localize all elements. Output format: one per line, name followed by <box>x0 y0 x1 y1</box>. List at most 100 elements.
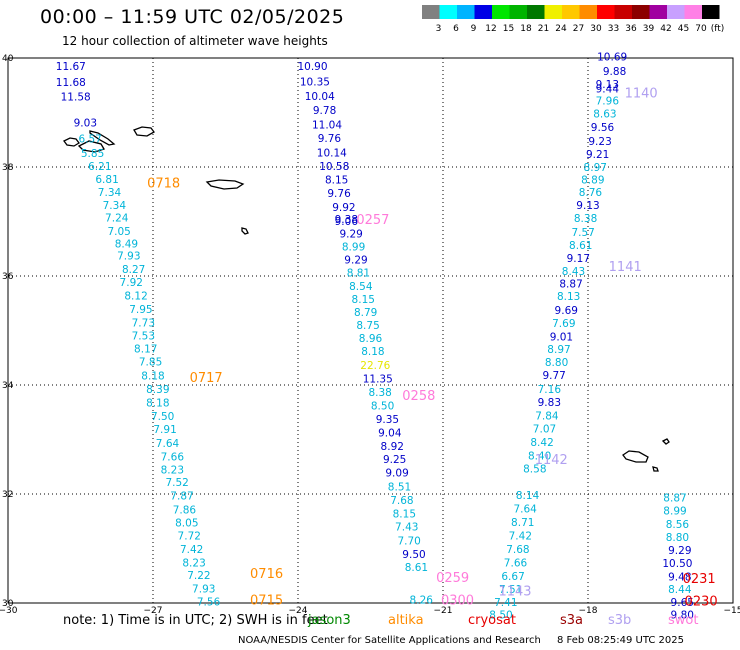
wave-height-value: 7.05 <box>107 226 130 238</box>
color-swatch <box>702 5 720 19</box>
wave-height-value: 8.05 <box>175 517 198 529</box>
wave-height-value: 7.95 <box>129 304 152 316</box>
wave-height-value: 9.56 <box>591 122 615 134</box>
wave-height-value: 8.15 <box>325 175 348 187</box>
x-tick-label: −21 <box>434 606 453 616</box>
legend-note: note: 1) Time is in UTC; 2) SWH is in fe… <box>63 613 328 628</box>
y-tick-label: 30 <box>2 599 14 609</box>
wave-height-value: 8.81 <box>347 268 370 280</box>
page-subtitle: 12 hour collection of altimeter wave hei… <box>62 34 328 48</box>
wave-height-value: 7.53 <box>132 330 155 342</box>
color-swatch-label: 3 <box>436 24 442 34</box>
wave-height-value: 8.96 <box>359 333 383 345</box>
island-outline <box>89 130 116 146</box>
wave-height-value: 9.76 <box>318 133 342 145</box>
color-swatch <box>544 5 562 19</box>
pass-time-label: 0300 <box>441 594 474 609</box>
wave-height-value: 8.97 <box>547 344 570 356</box>
footer-timestamp: 8 Feb 08:25:49 UTC 2025 <box>557 635 684 646</box>
color-swatch-label: 42 <box>660 24 671 34</box>
wave-height-value: 11.35 <box>363 373 393 385</box>
x-tick-label: −30 <box>0 606 18 616</box>
wave-height-value: 10.58 <box>319 161 349 173</box>
wave-height-value: 8.89 <box>581 175 604 187</box>
wave-height-value: 8.17 <box>134 343 157 355</box>
wave-height-value: 8.51 <box>388 481 411 493</box>
wave-height-value: 9.29 <box>344 255 367 267</box>
color-swatch <box>527 5 545 19</box>
track-sentinel-3b: 10.90 10.35 10.04 9.78 11.04 9.76 10.14 10.58 8.… <box>297 61 433 607</box>
wave-height-value: 7.70 <box>397 535 420 547</box>
wave-height-value: 7.93 <box>117 250 140 262</box>
wave-height-value: 9.77 <box>542 370 565 382</box>
wave-height-value: 9.38 <box>335 214 358 226</box>
x-tick-label: −24 <box>289 606 308 616</box>
wave-height-value: 8.80 <box>666 532 689 544</box>
wave-height-value: 11.04 <box>312 119 342 131</box>
color-swatch-label: 33 <box>608 24 619 34</box>
color-swatch <box>439 5 457 19</box>
wave-height-value: 7.96 <box>596 96 620 108</box>
wave-height-value: 7.43 <box>395 522 418 534</box>
wave-height-value: 9.35 <box>376 414 399 426</box>
wave-height-value: 7.24 <box>105 213 129 225</box>
wave-height-value: 7.93 <box>192 583 215 595</box>
wave-height-value: 8.18 <box>146 397 169 409</box>
wave-height-value: 8.61 <box>569 240 592 252</box>
wave-height-value: 9.88 <box>603 66 626 78</box>
wave-height-value: 7.42 <box>180 544 203 556</box>
wave-height-value: 8.71 <box>511 517 534 529</box>
color-swatch-label: 30 <box>590 24 602 34</box>
wave-height-value: 9.21 <box>586 149 609 161</box>
wave-height-value: 8.14 <box>516 490 540 502</box>
color-scale-legend: 3 6 9 12 15 18 21 24 27 30 33 36 39 42 45 70 (ft) <box>422 5 724 34</box>
wave-height-value: 7.85 <box>139 357 162 369</box>
track-sentinel-3b-east: 10.699.889.139.447.968.639.569.239.218.9… <box>489 51 627 621</box>
pass-time-label: 0718 <box>147 176 180 191</box>
wave-height-value: 9.23 <box>588 136 611 148</box>
wave-height-value: 9.92 <box>332 202 355 214</box>
wave-height-value: 7.34 <box>98 187 122 199</box>
pass-time-label: 0716 <box>250 567 283 582</box>
wave-height-value: 7.50 <box>151 411 174 423</box>
wave-height-value: 9.17 <box>567 253 590 265</box>
wave-height-value: 8.76 <box>579 187 603 199</box>
wave-height-value: 8.38 <box>574 213 597 225</box>
track-jason: 11.6711.6811.589.036.575.856.216.817.347… <box>56 61 221 608</box>
color-swatch-label: 24 <box>555 24 567 34</box>
wave-height-value: 7.68 <box>506 544 529 556</box>
wave-height-value: 9.13 <box>596 79 619 91</box>
wave-height-value: 9.78 <box>313 105 336 117</box>
satellite-legend-cryosat: cryosat <box>468 613 516 628</box>
wave-height-value: 7.16 <box>538 384 562 396</box>
wave-height-value: 7.86 <box>173 504 197 516</box>
wave-height-value: 11.58 <box>61 92 91 104</box>
wave-height-value: 7.68 <box>390 495 413 507</box>
wave-height-value: 8.87 <box>559 279 582 291</box>
wave-height-value: 8.50 <box>489 609 512 621</box>
satellite-legend-jason3: jason3 <box>308 613 351 628</box>
wave-height-value: 7.34 <box>103 200 127 212</box>
color-swatch-label: 45 <box>678 24 689 34</box>
island-outline <box>241 227 249 235</box>
pass-time-label: 1142 <box>535 453 568 468</box>
wave-height-value: 10.90 <box>297 61 327 73</box>
color-swatch-label: 6 <box>453 24 459 34</box>
wave-height-value: 9.29 <box>668 545 691 557</box>
color-swatch <box>649 5 667 19</box>
wave-height-value: 9.03 <box>74 117 97 129</box>
island-outline <box>652 466 659 472</box>
wave-height-value: 10.04 <box>305 91 335 103</box>
wave-height-value: 8.27 <box>122 264 145 276</box>
wave-height-value: 8.23 <box>182 558 205 570</box>
pass-time-label: 0717 <box>190 371 223 386</box>
wave-height-value: 8.42 <box>530 437 553 449</box>
wave-height-value: 8.99 <box>663 505 686 517</box>
wave-height-value: 9.04 <box>378 427 402 439</box>
wave-height-value: 8.18 <box>141 371 164 383</box>
pass-time-label: 0257 <box>356 213 389 228</box>
wave-height-value: 7.87 <box>170 491 193 503</box>
wave-height-value: 7.42 <box>509 530 532 542</box>
y-tick-label: 36 <box>2 272 14 282</box>
